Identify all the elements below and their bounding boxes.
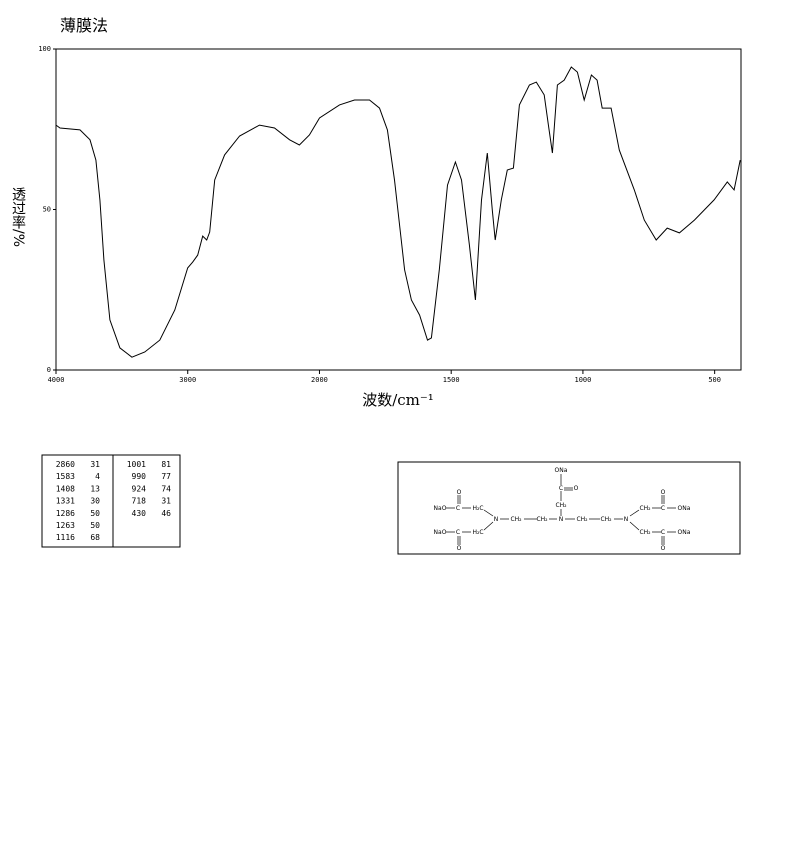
peak-transmittance: 50 bbox=[90, 521, 100, 530]
structure-label: C bbox=[456, 505, 460, 512]
structure-label: O bbox=[661, 489, 666, 496]
peak-transmittance: 31 bbox=[90, 460, 100, 469]
peak-transmittance: 13 bbox=[90, 484, 100, 493]
peak-transmittance: 68 bbox=[90, 533, 100, 542]
structure-label: N bbox=[624, 516, 629, 523]
structure-label: ONa bbox=[678, 529, 691, 536]
peak-transmittance: 74 bbox=[161, 484, 171, 493]
y-tick-label: 100 bbox=[38, 45, 51, 53]
structure-label: C bbox=[456, 529, 460, 536]
structure-label: CH₂ bbox=[555, 502, 567, 509]
peak-wavenumber: 1001 bbox=[127, 460, 146, 469]
peak-transmittance: 31 bbox=[161, 497, 171, 506]
y-tick-label: 0 bbox=[47, 366, 51, 374]
x-tick-label: 4000 bbox=[48, 376, 65, 384]
peak-transmittance: 81 bbox=[161, 460, 171, 469]
x-tick-label: 1000 bbox=[574, 376, 591, 384]
peak-wavenumber: 924 bbox=[132, 484, 147, 493]
peak-transmittance: 77 bbox=[161, 472, 171, 481]
structure-label: N bbox=[559, 516, 564, 523]
table-frame bbox=[41, 454, 181, 548]
peak-transmittance: 4 bbox=[95, 472, 100, 481]
structure-label: O bbox=[457, 489, 462, 496]
y-tick-label: 50 bbox=[43, 206, 51, 214]
peak-wavenumber: 1116 bbox=[56, 533, 75, 542]
structure-label: NaO bbox=[434, 529, 447, 536]
structure-label: H₂C bbox=[472, 529, 483, 536]
structure-label: O bbox=[661, 545, 666, 552]
structure-label: C bbox=[661, 505, 665, 512]
peak-wavenumber: 718 bbox=[132, 497, 147, 506]
peak-wavenumber: 2860 bbox=[56, 460, 75, 469]
peak-wavenumber: 1286 bbox=[56, 509, 75, 518]
structure-label: CH₂ bbox=[536, 516, 548, 523]
peak-wavenumber: 1583 bbox=[56, 472, 75, 481]
structure-label: C bbox=[661, 529, 665, 536]
peak-wavenumber: 1331 bbox=[56, 497, 75, 506]
peak-transmittance: 46 bbox=[161, 509, 171, 518]
bonds bbox=[446, 474, 676, 545]
peak-transmittance: 30 bbox=[90, 497, 100, 506]
structure-label: CH₂ bbox=[639, 505, 651, 512]
peak-transmittance: 50 bbox=[90, 509, 100, 518]
x-tick-label: 2000 bbox=[311, 376, 328, 384]
chart-title: 薄膜法 bbox=[60, 16, 108, 35]
structure-label: CH₂ bbox=[510, 516, 522, 523]
peak-table: 2860 31 1583 4 1408 13 1331 30 1286 50 1263 50 1116 6… bbox=[41, 454, 181, 548]
plot-frame bbox=[55, 48, 742, 371]
x-axis-label: 波数/cm⁻¹ bbox=[362, 391, 434, 409]
peak-wavenumber: 1263 bbox=[56, 521, 75, 530]
y-axis-label: 透过率/% bbox=[10, 187, 26, 247]
structure-label: CH₂ bbox=[600, 516, 612, 523]
structure-label: H₂C bbox=[472, 505, 483, 512]
peak-wavenumber: 430 bbox=[132, 509, 147, 518]
structure-label: CH₂ bbox=[576, 516, 588, 523]
structure-label: ONa bbox=[555, 467, 568, 474]
structure-frame bbox=[397, 461, 741, 555]
peak-wavenumber: 990 bbox=[132, 472, 147, 481]
structure-label: ONa bbox=[678, 505, 691, 512]
structure-label: N bbox=[494, 516, 499, 523]
structure-label: CH₂ bbox=[639, 529, 651, 536]
structure-label: NaO bbox=[434, 505, 447, 512]
structure-label: O bbox=[574, 485, 579, 492]
x-tick-label: 500 bbox=[708, 376, 721, 384]
structure-label: O bbox=[457, 545, 462, 552]
spectrum-line bbox=[55, 66, 741, 358]
peak-wavenumber: 1408 bbox=[56, 484, 75, 493]
x-tick-label: 3000 bbox=[179, 376, 196, 384]
structure-label: C bbox=[559, 485, 563, 492]
x-tick-label: 1500 bbox=[443, 376, 460, 384]
